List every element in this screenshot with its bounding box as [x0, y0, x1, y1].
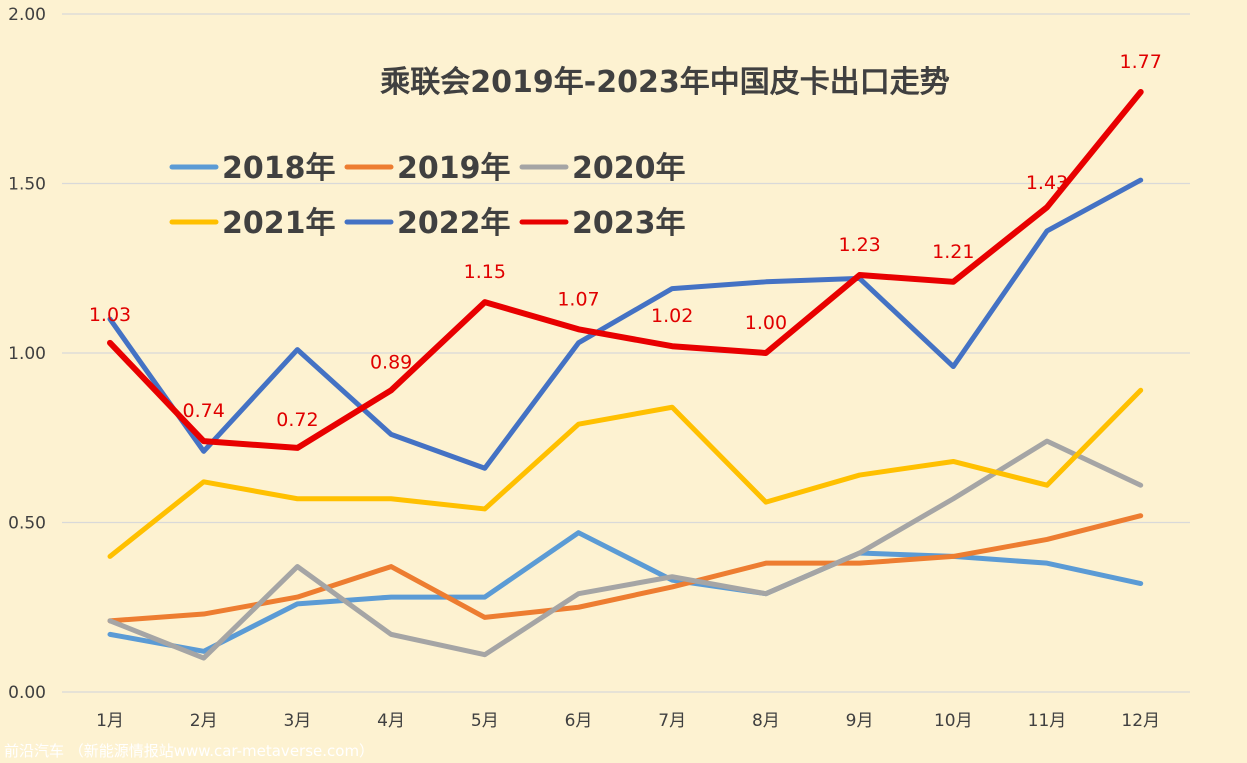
- data-label: 0.72: [276, 409, 318, 431]
- gridlines: [62, 13, 1190, 693]
- data-label: 1.00: [745, 312, 787, 334]
- watermark: 前沿汽车 （新能源情报站www.car-metaverse.com）: [4, 742, 374, 760]
- series-line-2023年: [107, 88, 1144, 451]
- x-axis-ticks: 1月 2月 3月 4月 5月 6月 7月 8月 9月 10月 11月 12月: [96, 711, 1160, 731]
- x-tick-label: 6月: [565, 711, 593, 731]
- x-tick-label: 11月: [1028, 711, 1067, 731]
- data-labels: 1.03 0.74 0.72 0.89 1.15 1.07 1.02 1.00 1.23 1.21…: [89, 51, 1162, 431]
- x-tick-label: 8月: [752, 711, 780, 731]
- legend-item: 2023年: [519, 206, 686, 241]
- legend-item: 2021年: [169, 206, 336, 241]
- y-tick-label: 2.00: [8, 5, 46, 25]
- legend-item: 2019年: [344, 151, 511, 186]
- data-label: 1.23: [838, 234, 880, 256]
- chart-title: 乘联会2019年-2023年中国皮卡出口走势: [380, 65, 949, 100]
- legend-item: 2022年: [344, 206, 511, 241]
- legend-label: 2021年: [222, 206, 336, 241]
- data-label: 0.89: [370, 351, 412, 373]
- series-line-2021年: [107, 387, 1144, 559]
- y-tick-label: 1.50: [8, 175, 46, 195]
- y-tick-label: 0.00: [8, 683, 46, 703]
- x-tick-label: 3月: [283, 711, 311, 731]
- data-label: 1.03: [89, 304, 131, 326]
- series-line-2019年: [107, 513, 1144, 624]
- x-tick-label: 9月: [846, 711, 874, 731]
- series-line-2020年: [107, 438, 1144, 661]
- data-label: 1.15: [464, 261, 506, 283]
- x-tick-label: 4月: [377, 711, 405, 731]
- legend-label: 2020年: [572, 151, 686, 186]
- x-tick-label: 5月: [471, 711, 499, 731]
- legend-item: 2018年: [169, 151, 336, 186]
- series-line-2018年: [107, 530, 1144, 654]
- x-tick-label: 10月: [934, 711, 973, 731]
- y-axis-ticks: 0.00 0.50 1.00 1.50 2.00: [8, 5, 46, 703]
- x-tick-label: 12月: [1121, 711, 1160, 731]
- data-label: 1.77: [1120, 51, 1162, 73]
- x-tick-label: 2月: [190, 711, 218, 731]
- legend-label: 2022年: [397, 206, 511, 241]
- x-tick-label: 1月: [96, 711, 124, 731]
- series-lines: [107, 88, 1144, 661]
- y-tick-label: 1.00: [8, 344, 46, 364]
- data-label: 1.21: [932, 241, 974, 263]
- data-label: 0.74: [183, 400, 225, 422]
- legend-label: 2023年: [572, 206, 686, 241]
- data-label: 1.07: [557, 288, 599, 310]
- legend-label: 2019年: [397, 151, 511, 186]
- y-tick-label: 0.50: [8, 514, 46, 534]
- data-label: 1.43: [1026, 172, 1068, 194]
- data-label: 1.02: [651, 305, 693, 327]
- legend-label: 2018年: [222, 151, 336, 186]
- legend: 2018年 2019年 2020年 2021年 2022年 2023年: [169, 151, 686, 241]
- legend-item: 2020年: [519, 151, 686, 186]
- x-tick-label: 7月: [658, 711, 686, 731]
- series-line-2022年: [107, 177, 1144, 471]
